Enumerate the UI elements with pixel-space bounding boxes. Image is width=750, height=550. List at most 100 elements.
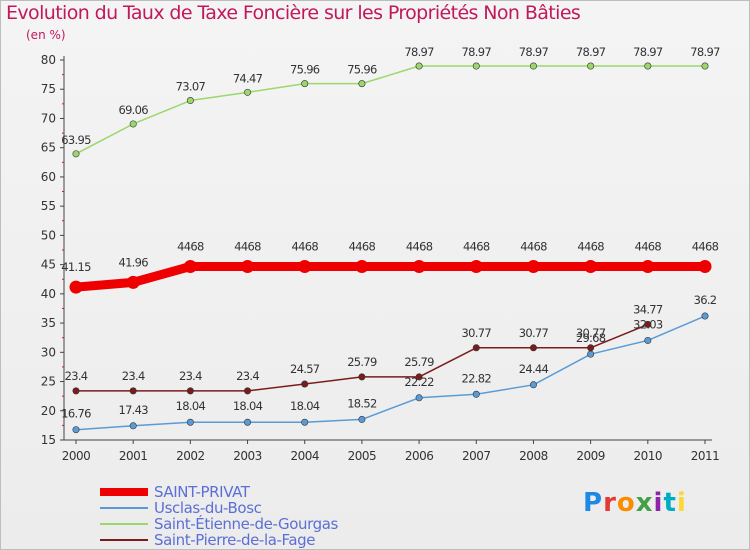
data-point	[644, 336, 652, 344]
y-tick-label: 55	[41, 199, 56, 213]
x-tick-label: 2011	[691, 449, 720, 463]
data-point	[69, 280, 83, 294]
data-label: 30.77	[519, 326, 549, 340]
x-tick-label: 2000	[62, 449, 91, 463]
data-label: 78.97	[576, 45, 606, 59]
data-label: 78.97	[404, 45, 434, 59]
logo-letter: i	[676, 488, 687, 518]
data-point	[358, 373, 366, 381]
data-point	[529, 381, 537, 389]
data-point	[186, 387, 194, 395]
data-label: 4468	[463, 239, 490, 253]
data-label: 30.77	[462, 326, 492, 340]
series-line-saint-tienne-de-gourgas	[75, 65, 706, 155]
data-label: 36.2	[694, 293, 717, 307]
data-point	[701, 312, 709, 320]
legend-label: Saint-Pierre-de-la-Fage	[154, 531, 316, 549]
data-label: 75.96	[290, 63, 320, 77]
data-point	[526, 259, 540, 273]
data-label: 18.52	[347, 396, 377, 410]
data-point	[301, 380, 309, 388]
data-point	[469, 259, 483, 273]
data-label: 23.4	[122, 369, 145, 383]
series-layer	[69, 62, 712, 434]
data-point	[129, 120, 137, 128]
data-label: 63.95	[61, 133, 91, 147]
data-label: 22.22	[404, 375, 434, 389]
logo-letter: o	[616, 488, 636, 518]
data-label: 24.57	[290, 362, 320, 376]
y-tick-label: 60	[41, 170, 56, 184]
series-line-usclas-du-bosc	[75, 315, 706, 431]
data-point	[698, 259, 712, 273]
y-tick-label: 50	[41, 228, 56, 242]
data-label: 34.77	[633, 302, 663, 316]
y-tick-label: 80	[41, 53, 56, 67]
legend-item-usclas-du-bosc: Usclas-du-Bosc	[100, 500, 400, 516]
data-label: 23.4	[179, 369, 202, 383]
data-point	[415, 62, 423, 70]
legend: SAINT-PRIVAT Usclas-du-Bosc Saint-Étienn…	[100, 484, 400, 548]
data-label: 69.06	[118, 103, 148, 117]
data-point	[183, 259, 197, 273]
data-label: 78.97	[462, 45, 492, 59]
legend-label: SAINT-PRIVAT	[154, 483, 250, 501]
data-point	[244, 88, 252, 96]
y-tick-label: 70	[41, 111, 56, 125]
data-label: 29.68	[576, 331, 606, 345]
data-point	[701, 62, 709, 70]
data-label: 4468	[234, 239, 261, 253]
data-point	[301, 80, 309, 88]
data-point	[529, 344, 537, 352]
data-point	[358, 415, 366, 423]
data-point	[644, 62, 652, 70]
data-label: 78.97	[519, 45, 549, 59]
y-tick-label: 15	[41, 433, 56, 447]
data-point	[412, 259, 426, 273]
logo-letter: P	[583, 488, 604, 518]
y-tick-label: 30	[41, 345, 56, 359]
data-label: 18.04	[290, 399, 320, 413]
legend-swatch	[100, 488, 148, 496]
data-point	[641, 259, 655, 273]
data-label: 4468	[577, 239, 604, 253]
data-point	[587, 62, 595, 70]
data-point	[472, 62, 480, 70]
data-label: 75.96	[347, 63, 377, 77]
y-tick-label: 35	[41, 316, 56, 330]
data-point	[472, 390, 480, 398]
x-tick-label: 2008	[519, 449, 548, 463]
data-label: 17.43	[118, 403, 148, 417]
legend-swatch	[100, 539, 148, 541]
x-tick-label: 2009	[576, 449, 605, 463]
data-point	[72, 150, 80, 158]
data-label: 23.4	[65, 369, 88, 383]
data-point	[472, 344, 480, 352]
logo-letter: t	[663, 488, 677, 518]
data-label: 32.03	[633, 317, 663, 331]
data-label: 41.15	[61, 260, 91, 274]
data-point	[186, 97, 194, 105]
data-label: 4468	[349, 239, 376, 253]
data-point	[129, 422, 137, 430]
data-point	[644, 320, 652, 328]
data-label: 23.4	[236, 369, 259, 383]
data-point	[126, 275, 140, 289]
x-tick-label: 2006	[405, 449, 434, 463]
data-label: 18.04	[176, 399, 206, 413]
data-label: 22.82	[462, 371, 492, 385]
y-tick-label: 75	[41, 82, 56, 96]
data-point	[587, 344, 595, 352]
x-tick-label: 2007	[462, 449, 491, 463]
data-label: 78.97	[690, 45, 720, 59]
x-tick-label: 2005	[348, 449, 377, 463]
data-label: 78.97	[633, 45, 663, 59]
x-tick-label: 2004	[290, 449, 319, 463]
x-tick-label: 2001	[119, 449, 148, 463]
data-label: 4468	[692, 239, 719, 253]
proxiti-logo: Proxiti	[583, 488, 687, 518]
legend-swatch	[100, 523, 148, 525]
data-point	[587, 350, 595, 358]
